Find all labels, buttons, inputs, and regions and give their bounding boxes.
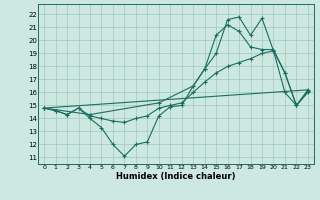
X-axis label: Humidex (Indice chaleur): Humidex (Indice chaleur)	[116, 172, 236, 181]
